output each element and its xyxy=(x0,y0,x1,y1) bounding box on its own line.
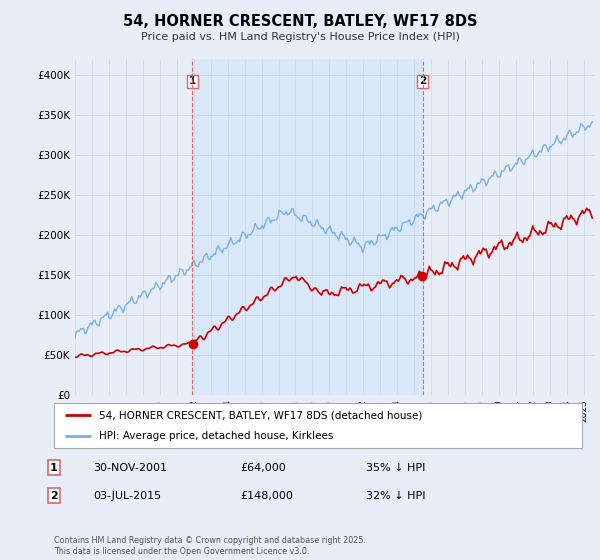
Text: Price paid vs. HM Land Registry's House Price Index (HPI): Price paid vs. HM Land Registry's House … xyxy=(140,32,460,43)
Text: 32% ↓ HPI: 32% ↓ HPI xyxy=(366,491,425,501)
Bar xyxy=(193,59,422,395)
Text: 35% ↓ HPI: 35% ↓ HPI xyxy=(366,463,425,473)
Text: 1: 1 xyxy=(189,76,196,86)
Text: 54, HORNER CRESCENT, BATLEY, WF17 8DS (detached house): 54, HORNER CRESCENT, BATLEY, WF17 8DS (d… xyxy=(99,410,422,421)
Text: 30-NOV-2001: 30-NOV-2001 xyxy=(93,463,167,473)
Text: 2: 2 xyxy=(419,76,427,86)
Text: HPI: Average price, detached house, Kirklees: HPI: Average price, detached house, Kirk… xyxy=(99,431,333,441)
Text: 03-JUL-2015: 03-JUL-2015 xyxy=(93,491,161,501)
Text: Contains HM Land Registry data © Crown copyright and database right 2025.
This d: Contains HM Land Registry data © Crown c… xyxy=(54,536,366,556)
Text: £148,000: £148,000 xyxy=(240,491,293,501)
Text: 1: 1 xyxy=(50,463,58,473)
Text: £64,000: £64,000 xyxy=(240,463,286,473)
Text: 2: 2 xyxy=(50,491,58,501)
Text: 54, HORNER CRESCENT, BATLEY, WF17 8DS: 54, HORNER CRESCENT, BATLEY, WF17 8DS xyxy=(123,14,477,29)
